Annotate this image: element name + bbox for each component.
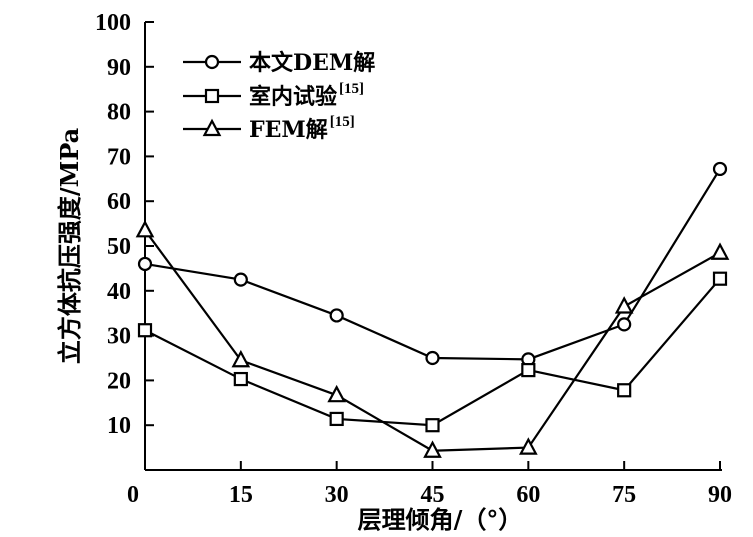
legend-label: FEM解 xyxy=(249,117,328,143)
data-point-triangle xyxy=(518,437,538,455)
data-point-circle xyxy=(617,317,632,332)
y-tick-label: 40 xyxy=(107,279,131,305)
series-line-triangle xyxy=(144,229,721,452)
data-point-triangle xyxy=(135,219,155,238)
y-tick-label: 20 xyxy=(107,368,131,394)
data-point-square xyxy=(137,323,153,338)
x-tick-label: 15 xyxy=(229,482,253,508)
y-tick-label: 70 xyxy=(107,144,131,170)
data-point-square xyxy=(329,411,344,427)
y-axis-label: 立方体抗压强度/MPa xyxy=(55,128,84,364)
y-tick-label: 100 xyxy=(95,10,131,36)
legend-marker-square xyxy=(204,88,220,104)
data-point-circle xyxy=(233,272,248,287)
y-tick-label: 30 xyxy=(107,324,131,350)
data-point-circle xyxy=(425,350,440,366)
x-tick-label: 60 xyxy=(516,482,540,508)
y-tick-label: 10 xyxy=(107,413,131,439)
data-point-triangle xyxy=(231,349,251,368)
data-point-triangle xyxy=(710,242,730,260)
markers xyxy=(135,161,730,458)
y-tick-label: 80 xyxy=(107,100,131,126)
legend-marker-circle xyxy=(204,54,220,70)
x-tick-label: 0 xyxy=(127,482,139,508)
data-point-circle xyxy=(329,308,344,323)
x-tick-label: 75 xyxy=(612,482,636,508)
legend-citation: [15] xyxy=(330,114,355,130)
data-point-square xyxy=(521,362,536,378)
data-point-circle xyxy=(137,256,153,272)
y-tick-label: 60 xyxy=(107,189,131,215)
legend-label: 本文DEM解 xyxy=(249,50,375,76)
legend-marker-triangle xyxy=(202,118,222,137)
legend-citation: [15] xyxy=(339,81,364,97)
data-point-square xyxy=(425,418,440,433)
series-line-circle xyxy=(144,168,721,361)
axes xyxy=(144,22,722,471)
ticks: 10 20 30 40 50 60 70 80 90 100 0 15 30 45 60 75 90 xyxy=(95,10,732,508)
series-lines xyxy=(144,168,721,452)
data-point-square xyxy=(233,371,248,387)
data-point-square xyxy=(712,271,728,286)
data-point-triangle xyxy=(423,440,442,458)
x-tick-label: 90 xyxy=(708,482,732,508)
data-point-triangle xyxy=(327,384,347,403)
data-point-triangle xyxy=(614,296,634,314)
data-point-circle xyxy=(712,161,728,177)
y-tick-label: 90 xyxy=(107,55,131,81)
legend-label: 室内试验 xyxy=(249,84,337,110)
x-tick-label: 45 xyxy=(421,482,445,508)
data-point-square xyxy=(617,383,632,398)
x-tick-label: 30 xyxy=(325,482,349,508)
y-tick-label: 50 xyxy=(107,234,131,260)
x-axis-label: 层理倾角/（°） xyxy=(358,505,523,534)
